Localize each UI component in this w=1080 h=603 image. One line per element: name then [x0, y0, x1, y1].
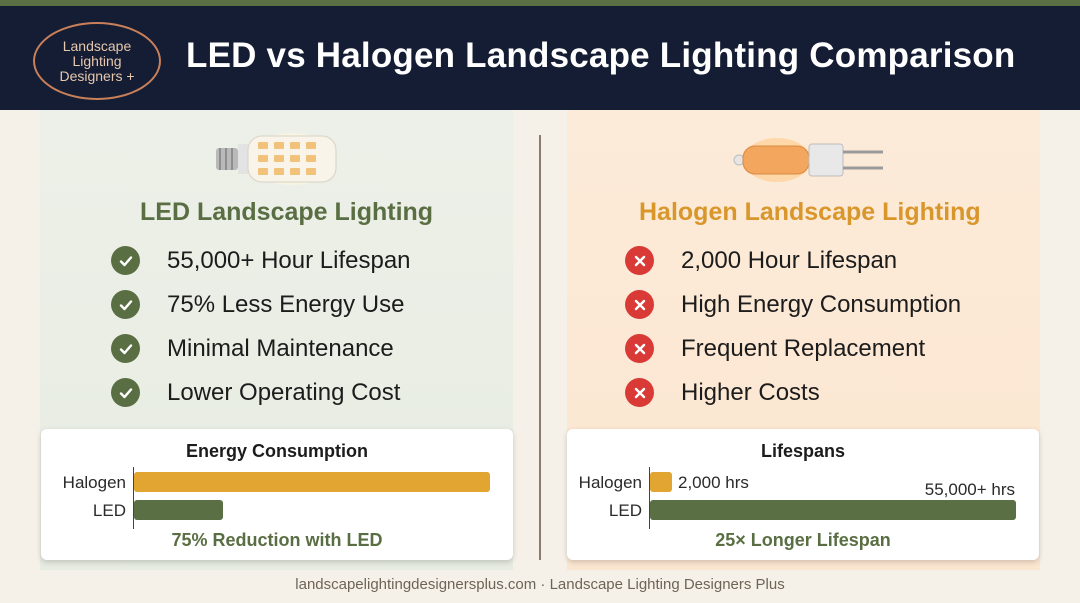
- lifespan-tick-label: LED: [608, 501, 642, 520]
- halogen-feature-text: Frequent Replacement: [681, 334, 926, 362]
- brand-logo: Landscape Lighting Designers +: [33, 22, 161, 100]
- led-feature-item: Minimal Maintenance: [111, 334, 394, 363]
- cross-icon: [625, 378, 654, 407]
- led-bulb-icon: [216, 133, 337, 185]
- led-feature-text: 55,000+ Hour Lifespan: [167, 246, 411, 274]
- led-heading: LED Landscape Lighting: [140, 198, 434, 226]
- halogen-feature-text: 2,000 Hour Lifespan: [681, 246, 898, 274]
- cross-icon: [625, 290, 654, 319]
- energy-bar-halogen: [134, 472, 490, 492]
- halogen-feature-item: Higher Costs: [625, 378, 820, 407]
- header-banner: Landscape Lighting Designers + LED vs Ha…: [0, 6, 1080, 110]
- energy-chart-caption: 75% Reduction with LED: [171, 530, 383, 550]
- lifespan-tick-label: Halogen: [578, 473, 642, 492]
- halogen-bulb-icon: [733, 138, 883, 182]
- halogen-feature-item: Frequent Replacement: [625, 334, 925, 363]
- led-feature-text: Lower Operating Cost: [167, 378, 401, 406]
- panel-divider: [539, 135, 541, 560]
- page-title: LED vs Halogen Landscape Lighting Compar…: [186, 36, 1016, 75]
- lifespan-chart-title: Lifespans: [760, 441, 846, 461]
- halogen-feature-item: High Energy Consumption: [625, 290, 961, 319]
- led-feature-text: 75% Less Energy Use: [167, 290, 405, 318]
- halogen-feature-item: 2,000 Hour Lifespan: [625, 246, 897, 275]
- energy-tick-label: LED: [92, 501, 126, 520]
- led-feature-item: 55,000+ Hour Lifespan: [111, 246, 411, 275]
- checkmark-icon: [111, 378, 140, 407]
- checkmark-icon: [111, 290, 140, 319]
- energy-axis-line: [133, 467, 134, 529]
- energy-chart-card: Energy Consumption Halogen LED 75% Reduc…: [41, 429, 513, 560]
- energy-chart-title: Energy Consumption: [185, 441, 368, 461]
- logo-line-3: Designers +: [59, 67, 135, 84]
- led-feature-text: Minimal Maintenance: [167, 334, 394, 362]
- led-feature-item: 75% Less Energy Use: [111, 290, 404, 319]
- lifespan-data-label-led: 55,000+ hrs: [924, 480, 1015, 499]
- lifespan-bar-led: [650, 500, 1016, 520]
- lifespan-data-label-halogen: 2,000 hrs: [678, 473, 749, 492]
- energy-bar-led: [134, 500, 223, 520]
- footer-credit: landscapelightingdesignersplus.com · Lan…: [295, 576, 785, 593]
- energy-tick-label: Halogen: [62, 473, 126, 492]
- lifespan-axis-line: [649, 467, 650, 529]
- lifespan-chart-card: Lifespans Halogen LED 2,000 hrs 55,000+ …: [567, 429, 1039, 560]
- cross-icon: [625, 334, 654, 363]
- top-accent-strip: [0, 0, 1080, 6]
- cross-icon: [625, 246, 654, 275]
- lifespan-bar-halogen: [650, 472, 672, 492]
- halogen-feature-text: High Energy Consumption: [681, 290, 962, 318]
- logo-line-2: Lighting: [72, 52, 122, 69]
- lifespan-chart-caption: 25× Longer Lifespan: [715, 530, 891, 550]
- led-feature-item: Lower Operating Cost: [111, 378, 400, 407]
- logo-line-1: Landscape: [62, 37, 132, 54]
- halogen-feature-text: Higher Costs: [681, 378, 820, 406]
- checkmark-icon: [111, 246, 140, 275]
- halogen-heading: Halogen Landscape Lighting: [639, 198, 981, 226]
- checkmark-icon: [111, 334, 140, 363]
